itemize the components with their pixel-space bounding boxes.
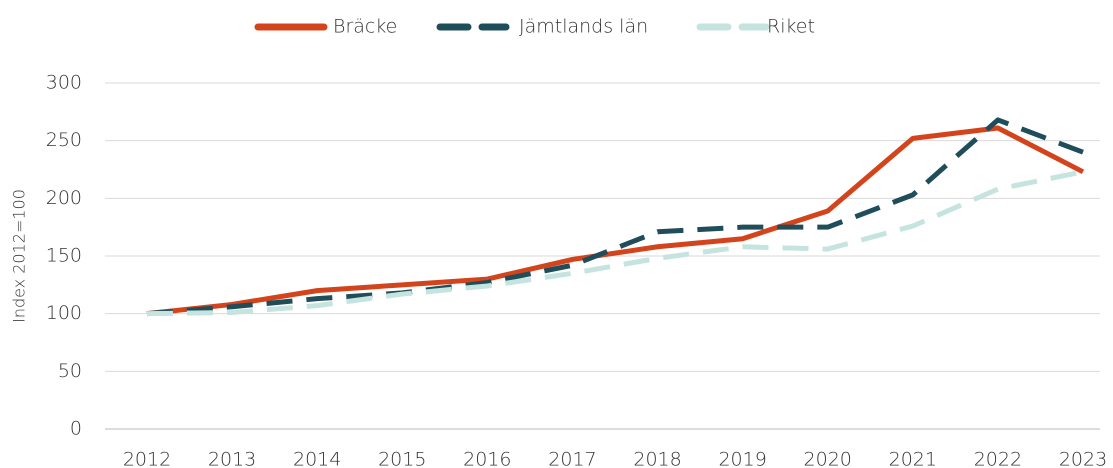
y-tick-label: 300 <box>46 72 82 94</box>
x-tick-label: 2012 <box>123 449 171 468</box>
y-axis-label: Index 2012=100 <box>10 189 29 323</box>
x-tick-label: 2013 <box>208 449 256 468</box>
x-tick-label: 2018 <box>633 449 681 468</box>
legend-label: Jämtlands län <box>519 16 648 38</box>
x-tick-label: 2014 <box>293 449 341 468</box>
x-tick-label: 2020 <box>804 449 852 468</box>
y-tick-label: 100 <box>46 302 82 324</box>
line <box>146 125 1085 317</box>
y-tick-label: 0 <box>70 418 82 440</box>
x-tick-label: 2021 <box>889 449 937 468</box>
x-tick-label: 2017 <box>548 449 596 468</box>
x-tick-label: 2015 <box>378 449 426 468</box>
x-tick-label: 2019 <box>718 449 766 468</box>
legend-label: Riket <box>767 16 815 38</box>
y-tick-label: 200 <box>46 187 82 209</box>
y-tick-label: 150 <box>46 245 82 267</box>
x-tick-label: 2022 <box>974 449 1022 468</box>
legend-label: Bräcke <box>333 16 397 38</box>
line <box>146 169 1084 317</box>
x-tick-label: 2016 <box>463 449 511 468</box>
line <box>146 117 1084 317</box>
x-tick-label: 2023 <box>1059 449 1107 468</box>
y-tick-label: 50 <box>58 360 82 382</box>
y-tick-label: 250 <box>46 129 82 151</box>
